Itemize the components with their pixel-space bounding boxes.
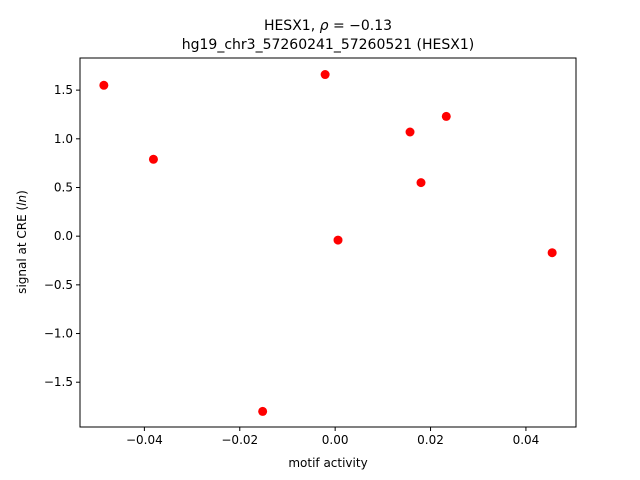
data-point (416, 178, 426, 188)
x-tick-label: 0.04 (513, 433, 540, 447)
data-point (547, 248, 557, 258)
y-tick-label: 0.0 (54, 229, 73, 243)
chart-title-line1: HESX1, ρ = −0.13 (264, 18, 392, 34)
chart-title-line2: hg19_chr3_57260241_57260521 (HESX1) (182, 37, 474, 53)
x-tick-label: −0.04 (126, 433, 163, 447)
y-tick-label: −1.0 (44, 327, 73, 341)
x-tick-label: 0.00 (322, 433, 349, 447)
plot-frame (79, 57, 577, 428)
data-point (320, 70, 330, 80)
y-tick-label: 1.5 (54, 83, 73, 97)
y-axis-label: signal at CRE (ln) (15, 190, 29, 294)
data-point (148, 154, 158, 164)
y-tick-label: 1.0 (54, 132, 73, 146)
x-tick-label: 0.02 (417, 433, 444, 447)
y-tick-label: −0.5 (44, 278, 73, 292)
y-tick-label: −1.5 (44, 375, 73, 389)
data-point (99, 80, 109, 90)
data-points (99, 70, 557, 416)
data-point (333, 235, 343, 245)
x-axis: −0.04 −0.02 0.00 0.02 0.04 (126, 427, 539, 447)
data-point (441, 111, 451, 121)
y-axis: −1.5 −1.0 −0.5 0.0 0.5 1.0 1.5 (44, 83, 80, 389)
data-point (258, 406, 268, 416)
x-axis-label: motif activity (288, 456, 367, 470)
x-tick-label: −0.02 (221, 433, 258, 447)
y-tick-label: 0.5 (54, 180, 73, 194)
data-point (405, 127, 415, 137)
chart-title: HESX1, ρ = −0.13 hg19_chr3_57260241_5726… (182, 18, 474, 53)
